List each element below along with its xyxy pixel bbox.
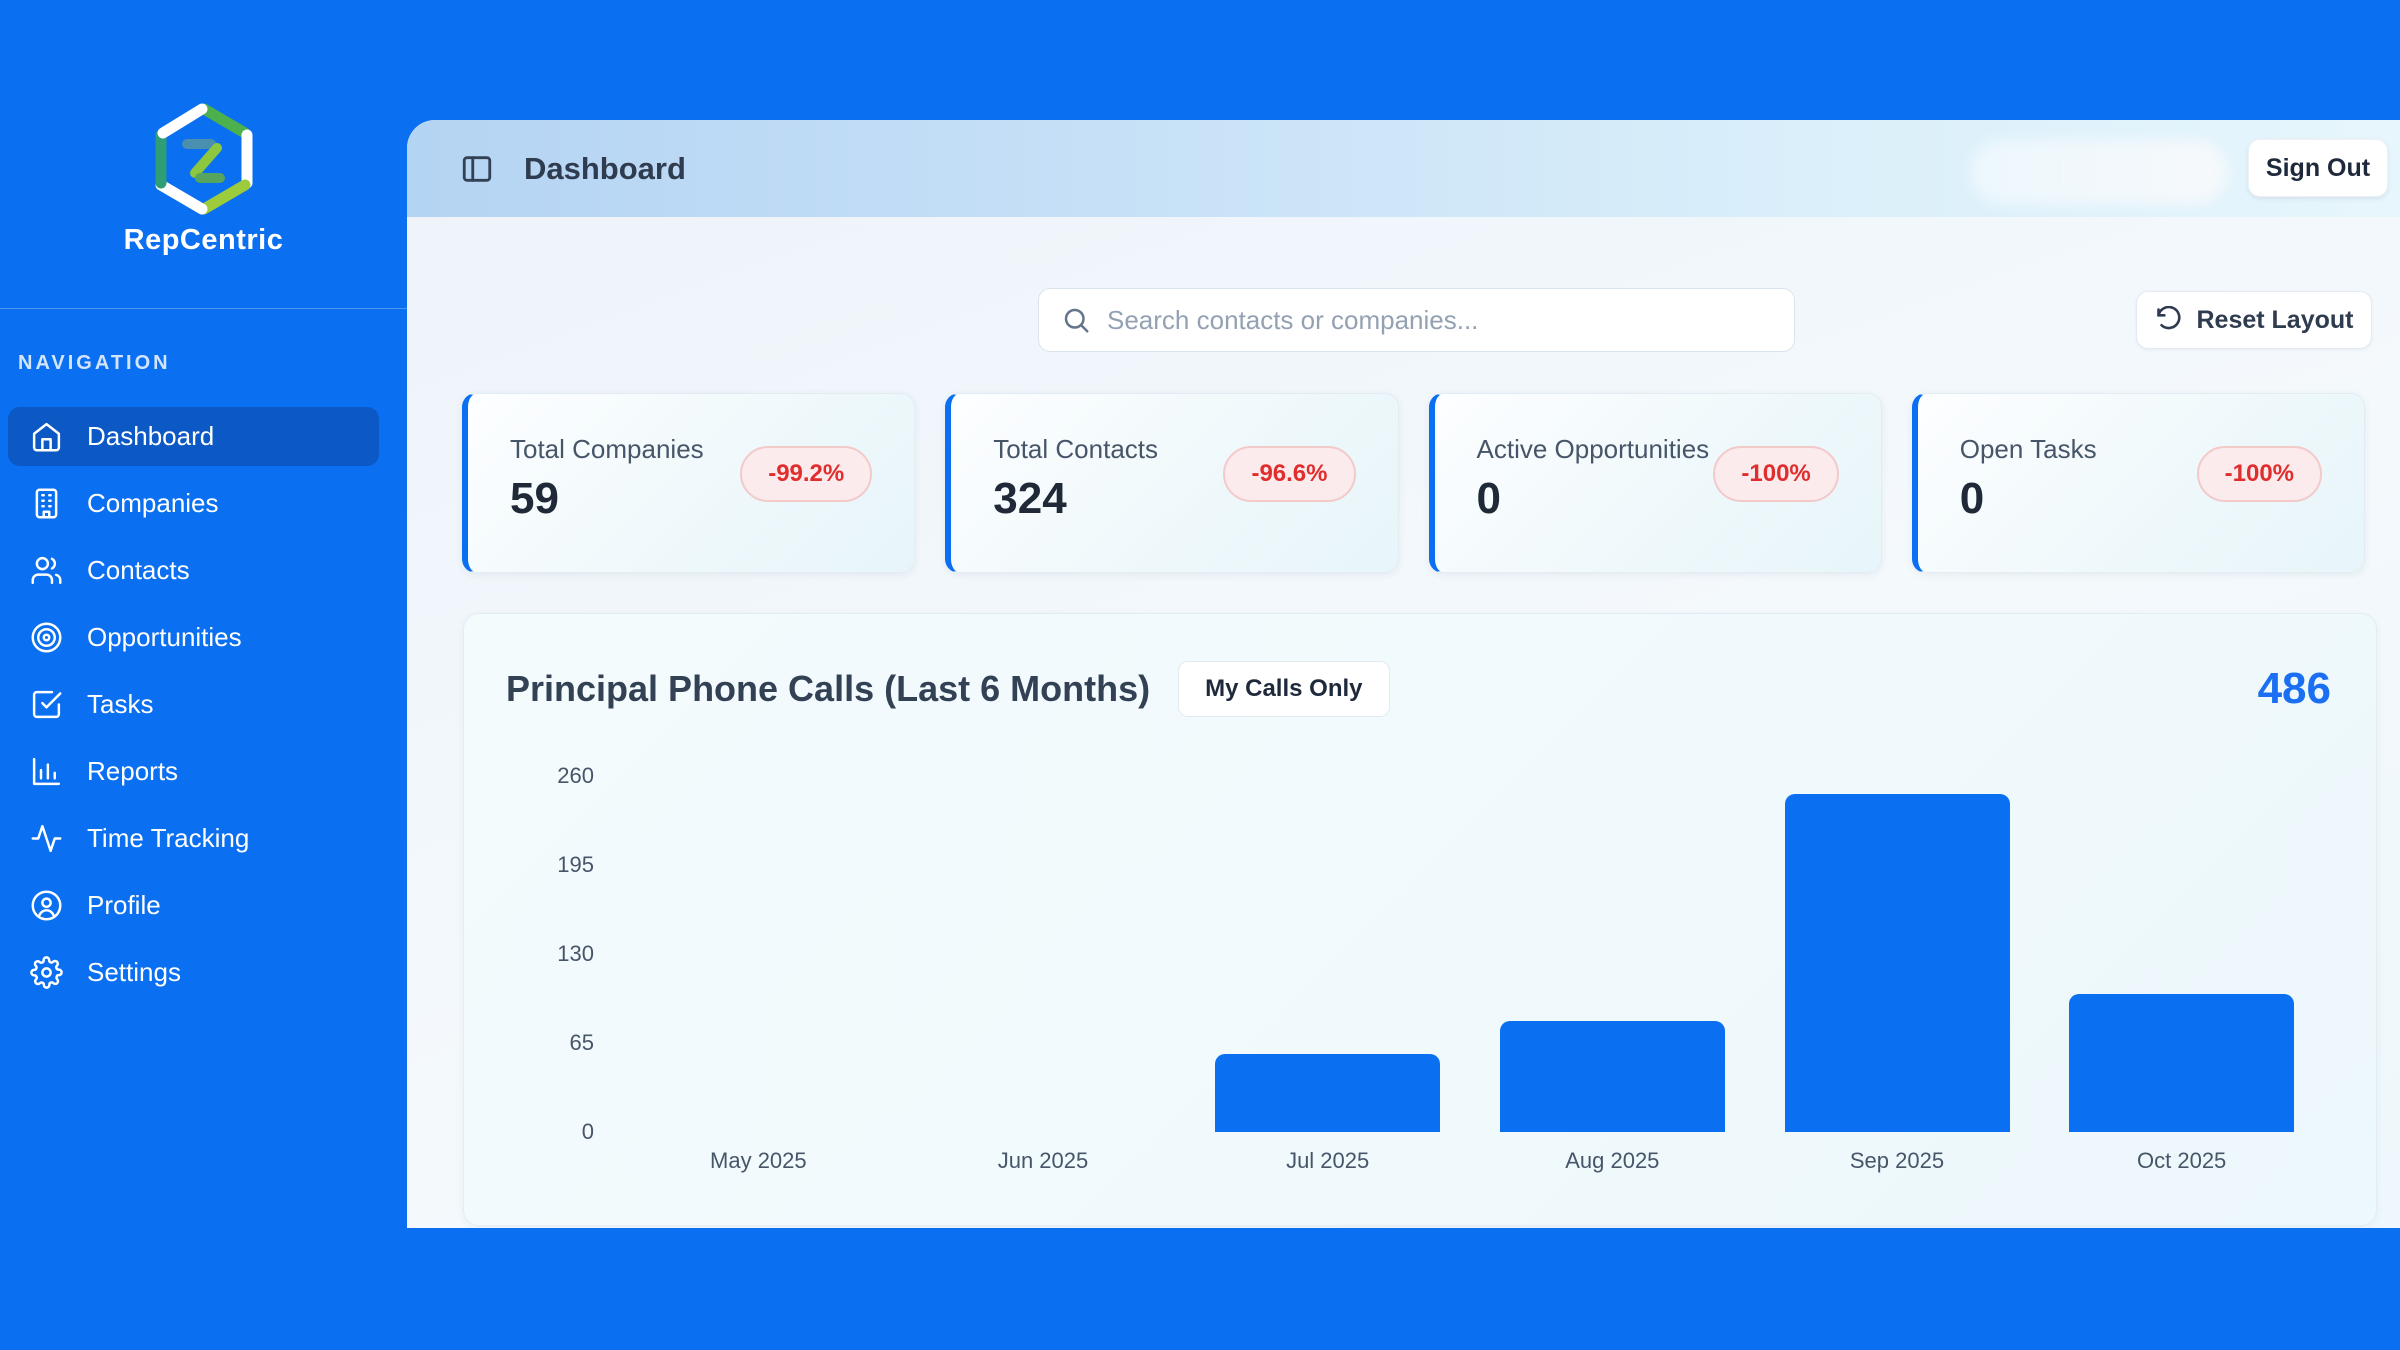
topbar-right: Sign Out [1550, 120, 2400, 217]
my-calls-only-toggle[interactable]: My Calls Only [1178, 661, 1390, 717]
sidebar-item-label: Settings [87, 957, 181, 987]
sidebar-divider [0, 308, 407, 309]
topbar: Dashboard Sign Out [407, 120, 2400, 217]
bar-chart-icon [32, 757, 61, 786]
stat-card-change-badge: -100% [2196, 446, 2322, 502]
activity-icon [31, 824, 62, 853]
sidebar-item-label: Reports [87, 756, 179, 786]
user-circle-icon [31, 890, 62, 921]
stat-card-change-badge: -99.2% [740, 446, 873, 502]
building-icon [35, 488, 58, 519]
nav-section-label: NAVIGATION [18, 352, 171, 374]
sidebar-item-label: Time Tracking [87, 823, 250, 853]
stat-card-active-opportunities: Active Opportunities 0 -100% [1428, 393, 1882, 573]
stat-card-value: 0 [1959, 474, 1985, 523]
sidebar-item-label: Dashboard [87, 421, 215, 451]
sidebar-item-companies[interactable]: Companies [8, 474, 379, 533]
sidebar-item-label: Opportunities [87, 622, 242, 652]
sidebar-item-dashboard[interactable]: Dashboard [8, 407, 379, 466]
sidebar-item-time-tracking[interactable]: Time Tracking [8, 809, 379, 868]
sidebar-item-opportunities[interactable]: Opportunities [8, 608, 379, 667]
x-axis-tick-label: Jul 2025 [1286, 1148, 1370, 1173]
bar-chart-plot: 0 65 130 195 260 May 2025 Jun 2025 Jul 2025 Aug … [557, 763, 2324, 1173]
stat-card-open-tasks: Open Tasks 0 -100% [1911, 393, 2365, 573]
home-icon [32, 422, 61, 452]
check-square-icon [32, 690, 62, 719]
sidebar-item-profile[interactable]: Profile [8, 876, 379, 935]
bar-jul-2025[interactable] [1215, 1053, 1441, 1132]
x-axis-tick-label: Aug 2025 [1565, 1148, 1660, 1173]
sidebar-item-label: Tasks [87, 689, 154, 719]
y-axis-tick-label: 195 [557, 852, 594, 877]
stat-card-label: Total Contacts [993, 434, 1158, 464]
sidebar-item-settings[interactable]: Settings [8, 943, 379, 1002]
y-axis-tick-label: 65 [569, 1030, 594, 1055]
stat-card-change-badge: -96.6% [1223, 446, 1356, 502]
stat-card-label: Active Opportunities [1476, 434, 1710, 464]
stat-card-value: 59 [510, 474, 559, 523]
x-axis-tick-label: May 2025 [710, 1148, 807, 1173]
target-icon [31, 622, 62, 653]
sidebar-nav: Dashboard Companies Contacts Opportunities T… [8, 407, 379, 1010]
bar-aug-2025[interactable] [1499, 1021, 1725, 1132]
y-axis-tick-label: 0 [581, 1119, 594, 1144]
sidebar-item-reports[interactable]: Reports [8, 742, 379, 801]
x-axis-tick-label: Sep 2025 [1849, 1148, 1945, 1173]
x-axis-tick-label: Jun 2025 [997, 1148, 1089, 1173]
sidebar-item-contacts[interactable]: Contacts [8, 541, 379, 600]
sign-out-button[interactable]: Sign Out [2248, 139, 2388, 197]
app-logo: RepCentric [0, 100, 407, 257]
main-panel: Dashboard Sign Out Reset Layout Total Co… [407, 120, 2400, 1228]
bar-sep-2025[interactable] [1784, 793, 2010, 1132]
user-email-redacted [1970, 140, 2227, 204]
bar-oct-2025[interactable] [2069, 993, 2295, 1132]
panel-toggle-icon[interactable] [460, 152, 494, 186]
search-icon [1064, 308, 1089, 333]
app-logo-text: RepCentric [123, 224, 284, 256]
chart-title: Principal Phone Calls (Last 6 Months) [506, 668, 1151, 709]
reset-layout-label: Reset Layout [2196, 305, 2354, 334]
stat-card-total-companies: Total Companies 59 -99.2% [462, 393, 916, 573]
chart-card: Principal Phone Calls (Last 6 Months) My… [463, 613, 2377, 1226]
stat-card-label: Total Companies [510, 434, 704, 464]
reset-layout-button[interactable]: Reset Layout [2136, 291, 2372, 349]
search-input[interactable] [1107, 304, 1772, 336]
page-title: Dashboard [524, 150, 686, 186]
sidebar: RepCentric NAVIGATION Dashboard Companies… [0, 0, 407, 1350]
stat-card-value: 0 [1476, 474, 1501, 523]
sidebar-item-label: Contacts [87, 555, 190, 585]
rotate-ccw-icon [2156, 306, 2181, 330]
stat-card-change-badge: -100% [1713, 446, 1839, 502]
gear-icon [30, 956, 63, 989]
stat-cards-row: Total Companies 59 -99.2% Total Contacts 324… [462, 393, 2365, 573]
chart-header: Principal Phone Calls (Last 6 Months) My… [506, 654, 2331, 724]
users-icon [31, 556, 62, 585]
sidebar-item-label: Profile [87, 890, 161, 920]
stat-card-total-contacts: Total Contacts 324 -96.6% [945, 393, 1399, 573]
y-axis-tick-label: 130 [557, 941, 594, 966]
repcentric-logo-icon [155, 103, 252, 215]
search-box[interactable] [1038, 288, 1795, 352]
stat-card-value: 324 [993, 474, 1067, 523]
y-axis-tick-label: 260 [557, 763, 594, 788]
chart-total-value: 486 [2257, 664, 2331, 713]
sidebar-item-tasks[interactable]: Tasks [8, 675, 379, 734]
stat-card-label: Open Tasks [1959, 434, 2097, 464]
sidebar-item-label: Companies [87, 488, 219, 518]
x-axis-tick-label: Oct 2025 [2137, 1148, 2227, 1173]
